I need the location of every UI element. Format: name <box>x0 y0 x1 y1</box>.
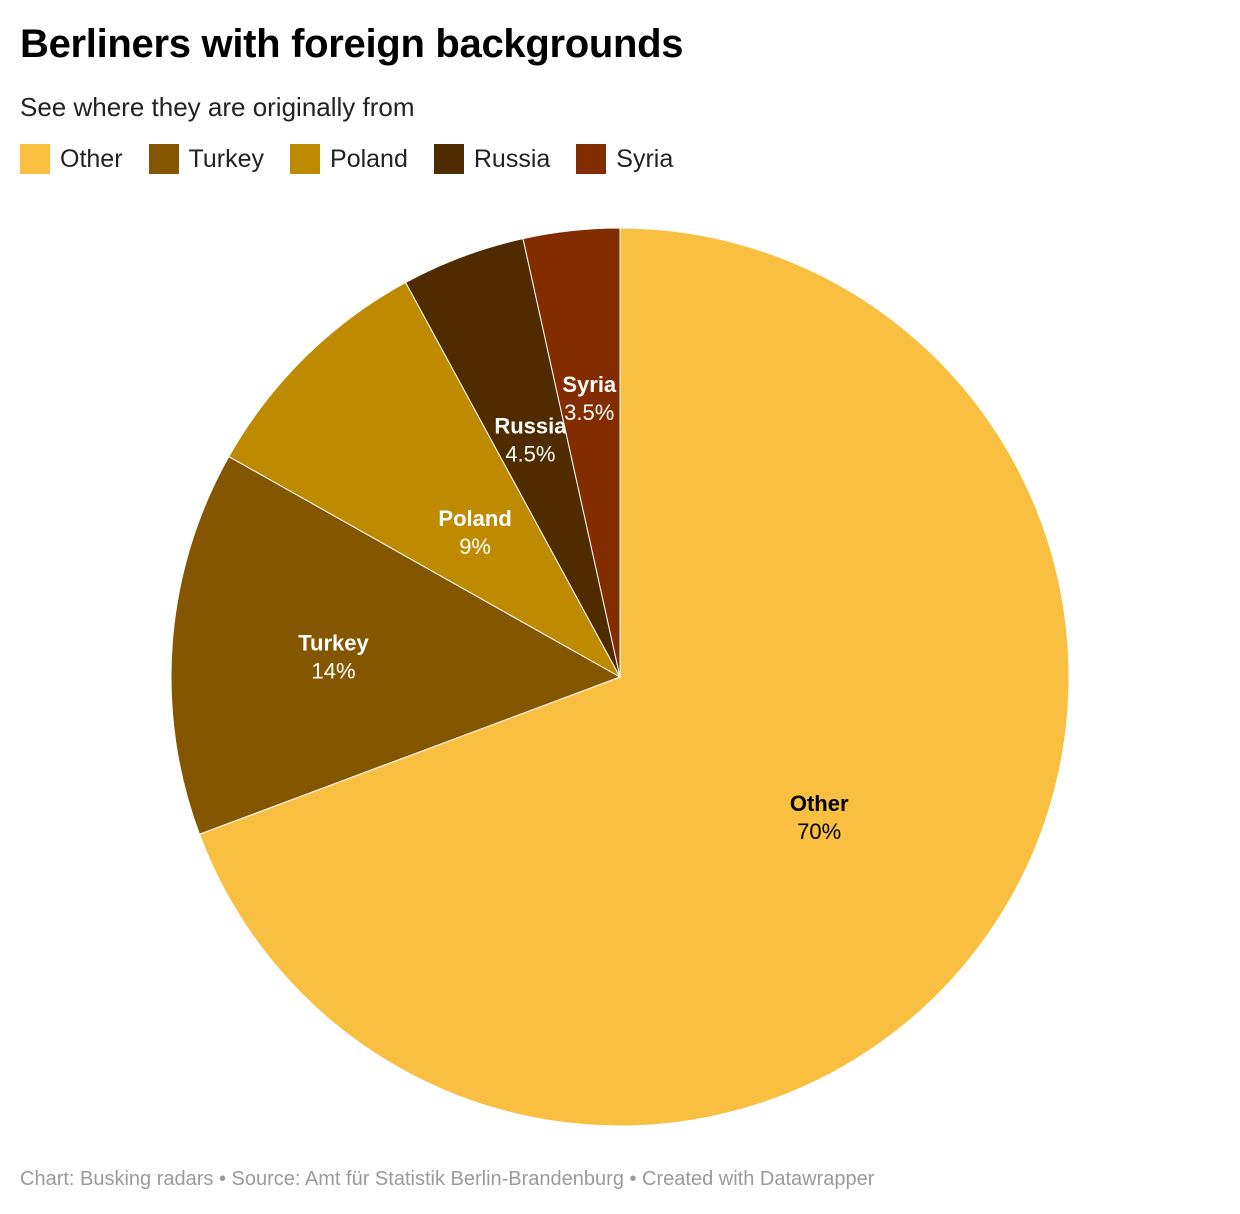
chart-subtitle: See where they are originally from <box>20 92 415 122</box>
slice-label-name-russia: Russia <box>494 413 567 438</box>
legend-swatch-other <box>20 144 50 174</box>
pie-slice-turkey <box>170 455 622 835</box>
legend-label-syria: Syria <box>616 144 674 173</box>
slice-label-value-poland: 9% <box>459 534 491 559</box>
slice-label-value-turkey: 14% <box>311 659 355 684</box>
legend-item-russia: Russia <box>433 144 551 174</box>
pie-slice-poland <box>228 281 622 679</box>
slice-label-name-poland: Poland <box>438 506 511 531</box>
chart-title: Berliners with foreign backgrounds <box>20 22 684 66</box>
legend-label-turkey: Turkey <box>188 144 265 173</box>
slice-label-value-syria: 3.5% <box>564 400 614 425</box>
slice-label-name-syria: Syria <box>562 372 617 397</box>
pie-slice-other <box>198 227 1070 1127</box>
legend-swatch-poland <box>290 144 321 174</box>
chart-footer: Chart: Busking radars • Source: Amt für … <box>20 1168 875 1190</box>
legend-label-poland: Poland <box>330 144 408 173</box>
slice-label-value-russia: 4.5% <box>505 441 555 466</box>
chart-legend: Other Turkey Poland Russia Syria <box>20 144 699 174</box>
pie-slice-syria <box>522 227 621 678</box>
legend-item-other: Other <box>20 144 123 174</box>
legend-label-russia: Russia <box>473 144 551 173</box>
legend-swatch-syria <box>576 144 607 174</box>
legend-item-poland: Poland <box>290 144 408 174</box>
slice-label-value-other: 70% <box>797 819 841 844</box>
legend-swatch-russia <box>433 144 464 174</box>
legend-item-turkey: Turkey <box>148 144 265 174</box>
slice-label-name-turkey: Turkey <box>298 631 369 656</box>
legend-item-syria: Syria <box>576 144 673 174</box>
legend-swatch-turkey <box>148 144 179 174</box>
slice-label-name-other: Other <box>790 791 849 816</box>
legend-label-other: Other <box>60 144 123 173</box>
